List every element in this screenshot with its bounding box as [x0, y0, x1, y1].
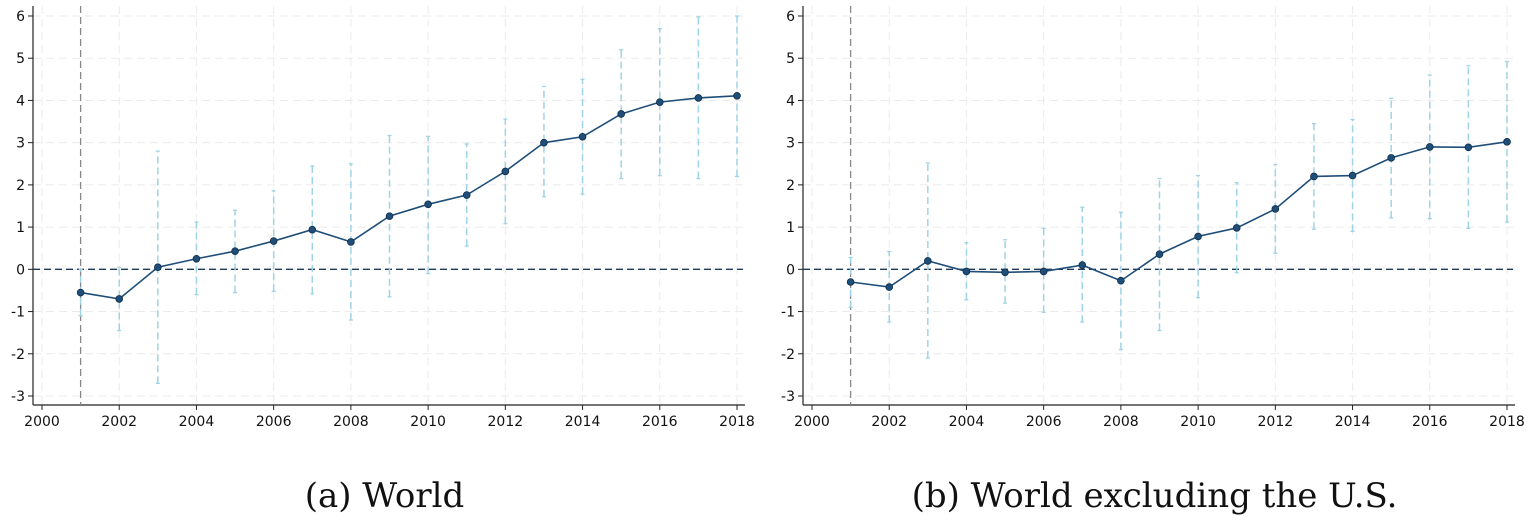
x-tick-label: 2012 [488, 414, 524, 430]
x-tick-label: 2000 [794, 414, 830, 430]
data-point [655, 98, 664, 106]
y-tick-label: 6 [16, 9, 25, 25]
data-point [501, 167, 510, 176]
data-point [347, 238, 355, 246]
y-tick-label: 1 [786, 220, 795, 236]
x-tick-label: 2002 [871, 414, 907, 430]
data-point [1232, 224, 1241, 232]
data-point [578, 132, 587, 141]
x-tick-label: 2000 [24, 414, 60, 430]
data-point [308, 225, 317, 234]
data-point [269, 237, 278, 245]
x-tick-label: 2006 [1026, 414, 1062, 430]
data-point [1310, 172, 1318, 181]
x-tick-label: 2010 [410, 414, 446, 430]
series-line [80, 95, 738, 300]
data-point [231, 247, 239, 255]
y-tick-label: 5 [16, 51, 25, 67]
x-tick-label: 2004 [949, 414, 985, 430]
data-point [1464, 143, 1473, 152]
y-tick-label: 2 [786, 178, 795, 194]
y-tick-label: -2 [781, 347, 795, 363]
data-point [1271, 205, 1280, 213]
data-point [76, 288, 85, 297]
chart-panel-world: 6 5 4 3 2 1 0 -1 -2 -3 2000 2002 2004 2006 2008 2010 201… [0, 0, 769, 528]
y-tick-label: 0 [16, 262, 25, 278]
x-tick-label: 2008 [333, 414, 369, 430]
series-line [850, 141, 1508, 288]
x-tick-label: 2002 [101, 414, 137, 430]
x-tick-label: 2008 [1103, 414, 1139, 430]
data-point [115, 295, 124, 303]
y-tick-label: 1 [16, 220, 25, 236]
y-tick-label: 5 [786, 51, 795, 67]
y-tick-label: 3 [16, 136, 25, 152]
y-tick-label: 4 [786, 93, 795, 109]
data-point [1425, 143, 1434, 151]
x-tick-label: 2010 [1180, 414, 1216, 430]
data-point [1039, 267, 1048, 276]
data-point [424, 200, 432, 209]
data-point [462, 191, 471, 199]
data-point [694, 94, 703, 102]
x-tick-label: 2006 [256, 414, 292, 430]
x-tick-label: 2016 [1412, 414, 1448, 430]
data-point [1001, 268, 1009, 277]
data-point [617, 110, 625, 118]
chart-world-excl-us: 6 5 4 3 2 1 0 -1 -2 -3 2000 2002 2004 2006 2008 2010 201… [781, 6, 1525, 430]
data-point [1078, 261, 1087, 269]
y-tick-label: -2 [11, 347, 25, 363]
data-point [962, 267, 971, 276]
y-tick-label: 2 [16, 178, 25, 194]
data-point [733, 92, 741, 100]
data-point [385, 212, 394, 220]
data-point [154, 263, 162, 272]
y-tick-label: 4 [16, 93, 25, 109]
data-point [1155, 250, 1164, 258]
data-point [1117, 276, 1125, 285]
data-point [192, 254, 201, 263]
data-point [924, 257, 932, 265]
data-point [1387, 154, 1395, 162]
x-tick-label: 2016 [642, 414, 678, 430]
y-tick-label: 0 [786, 262, 795, 278]
x-tick-label: 2004 [179, 414, 215, 430]
y-tick-label: -3 [11, 389, 25, 405]
data-point [540, 138, 548, 147]
x-tick-label: 2014 [1335, 414, 1371, 430]
y-tick-label: -3 [781, 389, 795, 405]
x-tick-label: 2018 [1489, 414, 1525, 430]
x-tick-label: 2012 [1258, 414, 1294, 430]
data-point [846, 278, 855, 286]
chart-panel-world-excl-us: 6 5 4 3 2 1 0 -1 -2 -3 2000 2002 2004 2006 2008 2010 201… [770, 0, 1539, 528]
data-point [1348, 171, 1357, 180]
x-tick-label: 2014 [565, 414, 601, 430]
data-point [1503, 138, 1511, 146]
y-tick-label: -1 [781, 305, 795, 321]
caption-world-excl-us: (b) World excluding the U.S. [911, 476, 1398, 516]
data-point [1194, 232, 1202, 241]
y-tick-label: 6 [786, 9, 795, 25]
data-point [885, 283, 894, 291]
chart-world: 6 5 4 3 2 1 0 -1 -2 -3 2000 2002 2004 2006 2008 2010 201… [11, 6, 755, 430]
y-tick-label: -1 [11, 305, 25, 321]
x-tick-label: 2018 [719, 414, 755, 430]
y-tick-label: 3 [786, 136, 795, 152]
caption-world: (a) World [304, 476, 465, 516]
